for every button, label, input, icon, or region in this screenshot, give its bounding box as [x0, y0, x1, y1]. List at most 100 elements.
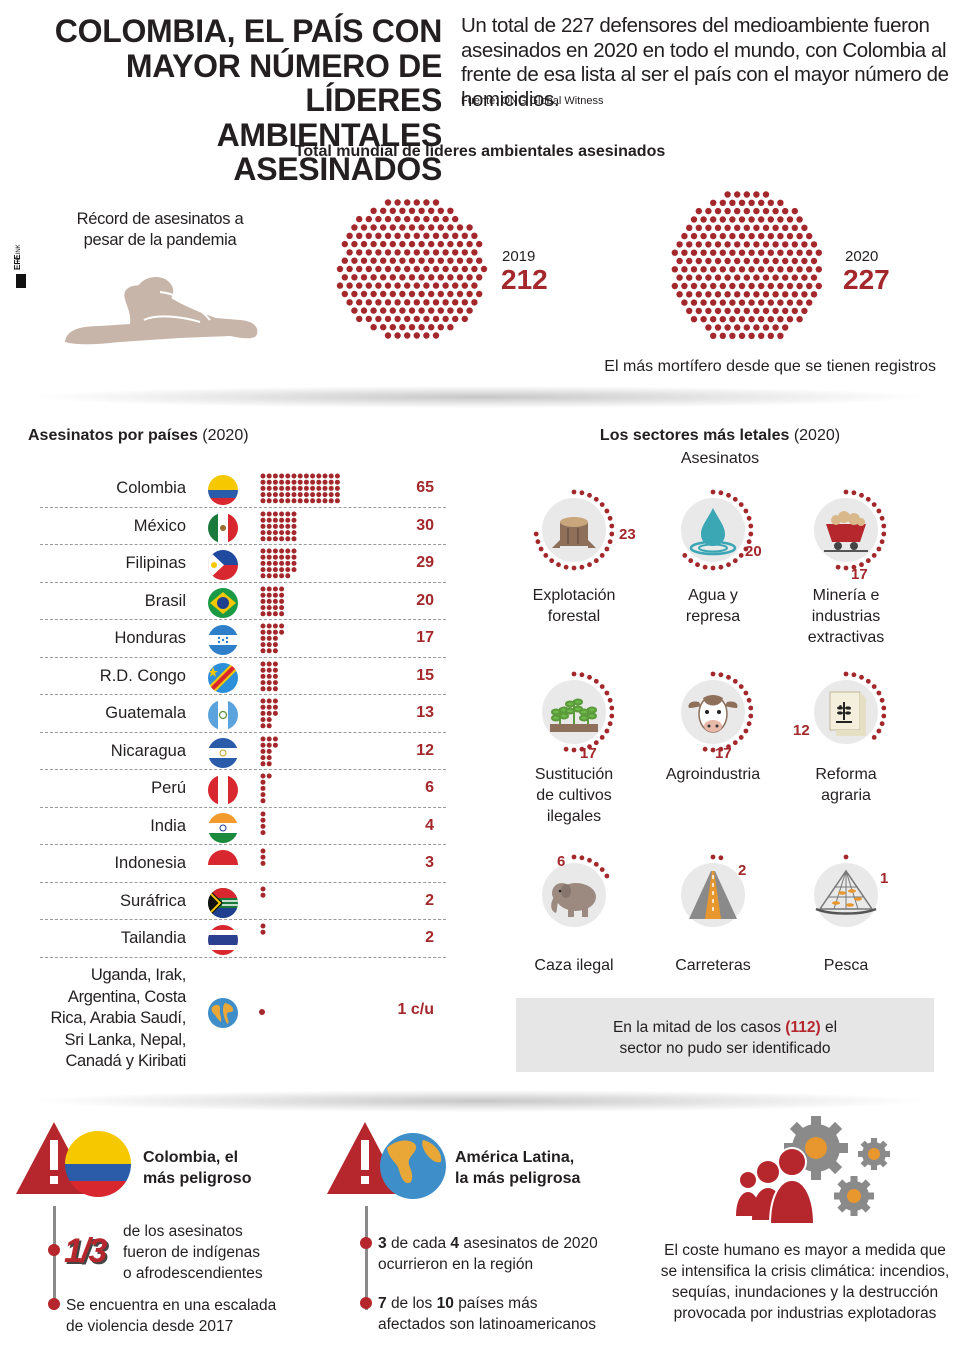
victim-dot: [380, 207, 387, 214]
victim-dot: [380, 324, 387, 331]
bullet-dot: [360, 1297, 372, 1309]
victim-dot: [356, 299, 363, 306]
victim-dot: [719, 299, 726, 306]
other-countries-line: Argentina, Costa: [67, 987, 186, 1006]
victim-dot: [681, 299, 688, 306]
victim-dot: [360, 290, 368, 298]
country-value: 4: [425, 816, 434, 834]
latam-fact-1: 3 de cada 4 asesinatos de 2020 ocurriero…: [378, 1233, 598, 1275]
victim-dot: [815, 249, 822, 256]
victim-dot: [738, 232, 746, 240]
sector-dot: [726, 744, 731, 750]
country-dot: [260, 554, 266, 560]
victim-dot: [815, 282, 822, 290]
victim-dot: [758, 332, 765, 339]
fact-line: o afrodescendientes: [123, 1265, 263, 1282]
victim-dot: [351, 307, 358, 314]
victim-dot: [738, 299, 746, 306]
victim-dot: [418, 274, 425, 281]
victim-dot: [738, 282, 746, 290]
country-name: México: [133, 516, 186, 535]
victim-dot: [786, 216, 794, 223]
sector-dot-ring: [681, 671, 754, 753]
country-dots: [260, 848, 266, 866]
sector-dot: [881, 531, 887, 537]
sector-dot: [702, 564, 708, 570]
victim-dot: [714, 324, 722, 331]
victim-dot: [461, 299, 468, 306]
victim-dot: [734, 241, 741, 248]
sector-dot: [879, 539, 885, 545]
country-value: 20: [416, 591, 434, 609]
sector-label-line: Agroindustria: [665, 766, 761, 783]
country-dot: [266, 679, 272, 685]
country-dot: [272, 529, 278, 535]
victim-dot: [753, 324, 760, 331]
victim-dot: [375, 282, 382, 289]
victim-dot: [782, 241, 789, 248]
country-dots: [260, 886, 266, 898]
victim-dot: [791, 307, 798, 315]
timeline-line: [53, 1206, 56, 1310]
victim-dot: [782, 257, 789, 265]
sector-dot: [599, 502, 605, 507]
victim-dot: [748, 332, 755, 339]
sector-dot: [695, 562, 700, 568]
victim-dot: [442, 282, 449, 289]
country-dot: [266, 473, 272, 479]
country-dot: [260, 829, 266, 835]
victim-dot: [791, 274, 798, 281]
country-dots: [260, 623, 285, 654]
victim-dot: [476, 290, 483, 298]
victim-dot: [437, 307, 444, 314]
victim-dot: [743, 257, 750, 265]
country-dot: [260, 704, 266, 710]
victim-dot: [724, 257, 731, 265]
country-dot: [266, 479, 272, 485]
victim-dot: [734, 324, 741, 331]
sector-dot: [843, 489, 849, 495]
country-dot: [266, 698, 272, 704]
victim-dot: [456, 240, 464, 248]
victim-dot: [418, 324, 425, 331]
unknown-text-post: el: [824, 1019, 838, 1036]
victim-dot: [705, 274, 712, 281]
victim-dot: [710, 282, 717, 290]
country-dot: [310, 485, 316, 491]
victim-dot: [399, 224, 406, 231]
victim-dot: [719, 216, 726, 223]
country-dot: [260, 823, 266, 829]
victim-dot: [729, 249, 736, 256]
svg-text:IC.INK: IC.INK: [16, 244, 22, 262]
victim-dot: [456, 290, 464, 298]
water-drop-icon: [689, 508, 737, 556]
victim-dot: [408, 240, 416, 248]
other-countries-value: 1 c/u: [397, 1001, 434, 1018]
victim-dot: [346, 282, 353, 289]
victim-dot: [466, 274, 473, 281]
victim-dot: [705, 291, 712, 298]
countries-title-bold: Asesinatos por países: [28, 427, 198, 444]
victim-dot: [341, 240, 348, 248]
country-value: 3: [425, 854, 434, 871]
table-row: Tailandia 2: [40, 920, 446, 958]
victim-dot: [432, 232, 440, 239]
victim-dot: [356, 249, 363, 256]
country-dot: [272, 560, 278, 566]
sector-dot: [876, 508, 882, 514]
year-2020-label: 2020: [845, 248, 879, 265]
sector-dot: [556, 562, 561, 568]
victim-dot: [404, 215, 411, 223]
victim-dot: [471, 265, 478, 273]
sector-label-line: Minería e: [812, 587, 880, 604]
country-dot: [272, 623, 278, 629]
victim-dot: [791, 207, 798, 215]
sector-dot: [865, 496, 871, 502]
victim-dot: [758, 216, 765, 223]
sector-dot: [718, 855, 724, 861]
sector-dot: [859, 674, 864, 680]
victim-dot: [413, 265, 420, 273]
victim-dot: [743, 207, 750, 215]
victim-dot: [772, 324, 779, 331]
latam-f1-num: 3: [378, 1235, 387, 1252]
